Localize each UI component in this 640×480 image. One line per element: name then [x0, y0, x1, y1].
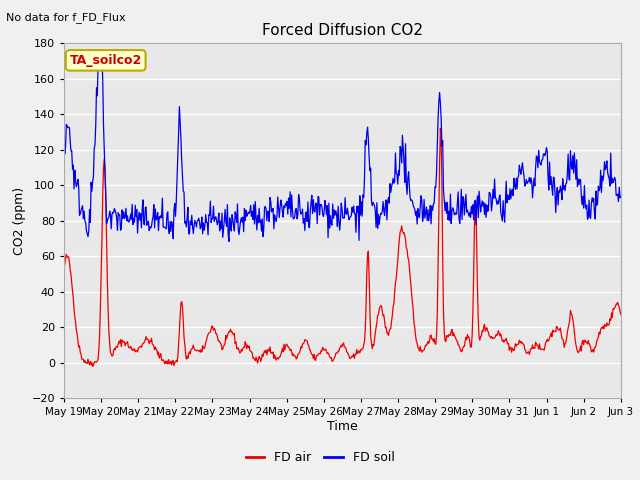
Title: Forced Diffusion CO2: Forced Diffusion CO2 — [262, 23, 423, 38]
FD soil — [428, 203, 436, 209]
FD soil — [96, 49, 104, 55]
FD air — [89, 363, 97, 369]
FD soil — [214, 217, 222, 223]
X-axis label: Time: Time — [327, 420, 358, 433]
FD air — [436, 125, 444, 131]
FD soil — [60, 138, 68, 144]
Y-axis label: CO2 (ppm): CO2 (ppm) — [13, 187, 26, 255]
Text: TA_soilco2: TA_soilco2 — [70, 54, 142, 67]
FD soil — [70, 186, 78, 192]
FD soil — [412, 212, 419, 218]
Line: FD air: FD air — [64, 128, 621, 366]
FD air — [128, 348, 136, 353]
Text: No data for f_FD_Flux: No data for f_FD_Flux — [6, 12, 126, 23]
FD air — [70, 307, 78, 312]
FD soil — [128, 202, 136, 207]
FD soil — [225, 239, 233, 244]
FD air — [411, 325, 419, 331]
FD air — [60, 265, 68, 271]
FD air — [428, 332, 435, 338]
FD soil — [185, 231, 193, 237]
Legend: FD air, FD soil: FD air, FD soil — [241, 446, 399, 469]
FD air — [185, 351, 193, 357]
FD air — [617, 312, 625, 317]
FD air — [214, 338, 222, 344]
Line: FD soil: FD soil — [64, 52, 621, 241]
FD soil — [617, 194, 625, 200]
